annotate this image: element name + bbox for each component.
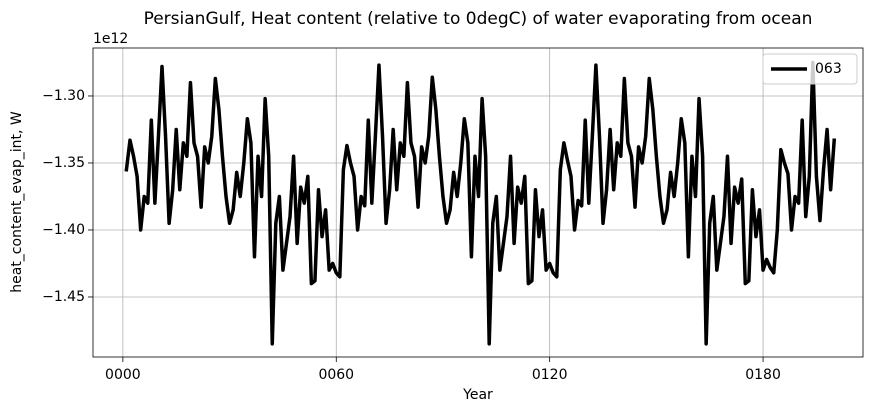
y-offset-label: 1e12 <box>93 31 128 47</box>
y-tick-label: −1.45 <box>42 289 85 305</box>
plot-frame <box>92 47 864 358</box>
y-tick-label: −1.40 <box>42 222 85 238</box>
x-tick-label: 0180 <box>745 367 781 383</box>
legend-label: 063 <box>815 61 842 77</box>
y-tick-label: −1.30 <box>42 88 85 104</box>
chart-title: PersianGulf, Heat content (relative to 0… <box>144 9 813 29</box>
x-tick-label: 0000 <box>105 367 141 383</box>
x-tick-label: 0120 <box>532 367 568 383</box>
data-line <box>124 60 837 346</box>
x-tick-label: 0060 <box>318 367 354 383</box>
y-axis-label: heat_content_evap_int, W <box>9 111 25 293</box>
legend-box <box>762 53 858 85</box>
x-axis-label: Year <box>462 387 493 403</box>
y-tick-label: −1.35 <box>42 155 85 171</box>
